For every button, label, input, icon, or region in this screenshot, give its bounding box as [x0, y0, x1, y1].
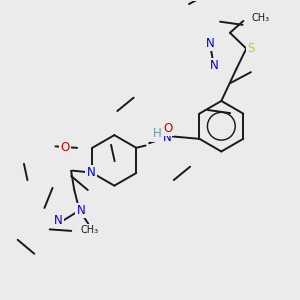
Text: N: N — [206, 37, 214, 50]
Text: N: N — [76, 204, 85, 217]
Text: N: N — [163, 131, 171, 144]
Text: O: O — [164, 122, 173, 135]
Text: N: N — [54, 214, 62, 227]
Text: H: H — [152, 128, 161, 140]
Text: N: N — [209, 59, 218, 72]
Text: N: N — [87, 166, 95, 179]
Text: O: O — [61, 141, 70, 154]
Text: CH₃: CH₃ — [252, 13, 270, 23]
Text: CH₃: CH₃ — [81, 225, 99, 235]
Text: S: S — [247, 42, 254, 55]
